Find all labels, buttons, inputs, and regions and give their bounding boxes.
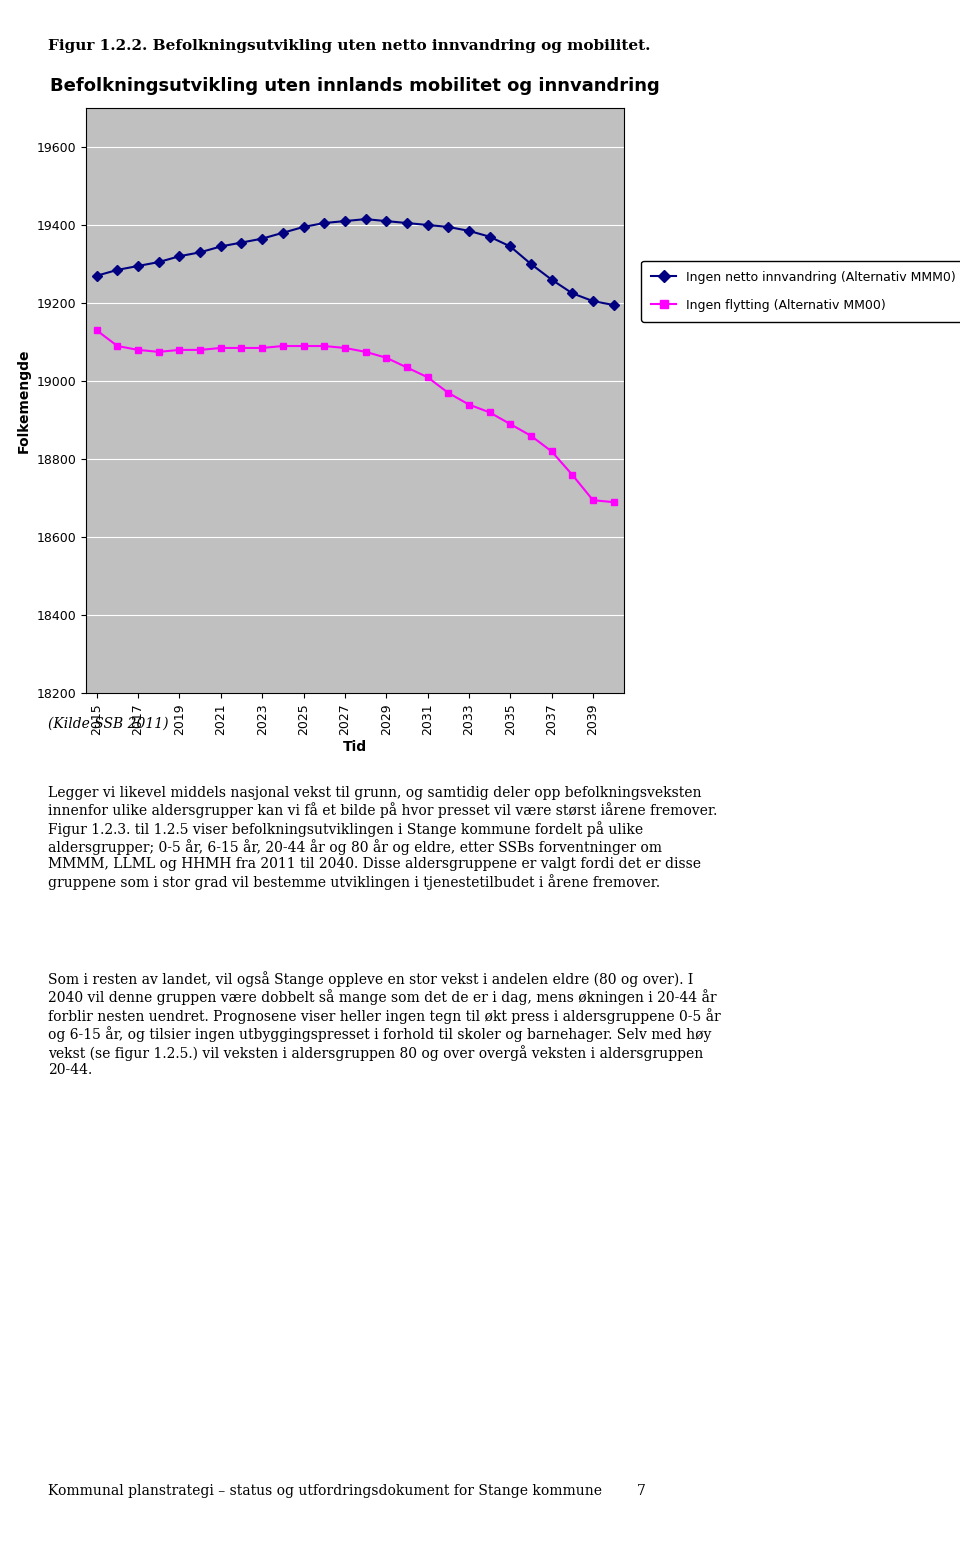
Ingen flytting (Alternativ MM00) — [236, 339, 248, 358]
Ingen flytting (Alternativ MM00) — [546, 442, 558, 461]
Ingen netto innvandring (Alternativ MMM0) — [380, 211, 392, 230]
Ingen flytting (Alternativ MM00) — [339, 339, 350, 358]
Text: Kommunal planstrategi – status og utfordringsdokument for Stange kommune        : Kommunal planstrategi – status og utford… — [48, 1484, 646, 1498]
Text: (Kilde SSB 2011): (Kilde SSB 2011) — [48, 717, 169, 730]
Line: Ingen flytting (Alternativ MM00): Ingen flytting (Alternativ MM00) — [93, 327, 617, 505]
Ingen netto innvandring (Alternativ MMM0) — [91, 267, 103, 285]
Ingen flytting (Alternativ MM00) — [215, 339, 227, 358]
Ingen netto innvandring (Alternativ MMM0) — [566, 284, 578, 302]
Ingen netto innvandring (Alternativ MMM0) — [215, 237, 227, 256]
Ingen flytting (Alternativ MM00) — [319, 337, 330, 356]
Ingen flytting (Alternativ MM00) — [298, 337, 309, 356]
Ingen flytting (Alternativ MM00) — [132, 341, 144, 359]
Ingen netto innvandring (Alternativ MMM0) — [463, 222, 474, 240]
Ingen netto innvandring (Alternativ MMM0) — [546, 270, 558, 288]
Ingen netto innvandring (Alternativ MMM0) — [505, 237, 516, 256]
Ingen flytting (Alternativ MM00) — [463, 396, 474, 415]
Text: Som i resten av landet, vil også Stange oppleve en stor vekst i andelen eldre (8: Som i resten av landet, vil også Stange … — [48, 971, 721, 1077]
Text: Figur 1.2.2. Befolkningsutvikling uten netto innvandring og mobilitet.: Figur 1.2.2. Befolkningsutvikling uten n… — [48, 39, 651, 52]
Ingen netto innvandring (Alternativ MMM0) — [588, 291, 599, 310]
Ingen flytting (Alternativ MM00) — [91, 321, 103, 339]
Legend: Ingen netto innvandring (Alternativ MMM0), Ingen flytting (Alternativ MM00): Ingen netto innvandring (Alternativ MMM0… — [641, 260, 960, 322]
Y-axis label: Folkemengde: Folkemengde — [17, 348, 32, 453]
Ingen netto innvandring (Alternativ MMM0) — [298, 217, 309, 236]
Ingen flytting (Alternativ MM00) — [174, 341, 185, 359]
Ingen netto innvandring (Alternativ MMM0) — [194, 243, 205, 262]
Ingen netto innvandring (Alternativ MMM0) — [111, 260, 123, 279]
Ingen netto innvandring (Alternativ MMM0) — [484, 228, 495, 247]
X-axis label: Tid: Tid — [343, 741, 368, 755]
Ingen netto innvandring (Alternativ MMM0) — [174, 247, 185, 265]
Ingen flytting (Alternativ MM00) — [421, 368, 433, 387]
Ingen netto innvandring (Alternativ MMM0) — [319, 214, 330, 233]
Ingen netto innvandring (Alternativ MMM0) — [608, 296, 619, 314]
Ingen flytting (Alternativ MM00) — [256, 339, 268, 358]
Ingen netto innvandring (Alternativ MMM0) — [277, 223, 289, 242]
Ingen netto innvandring (Alternativ MMM0) — [443, 217, 454, 236]
Title: Befolkningsutvikling uten innlands mobilitet og innvandring: Befolkningsutvikling uten innlands mobil… — [50, 77, 660, 96]
Ingen flytting (Alternativ MM00) — [111, 337, 123, 356]
Ingen netto innvandring (Alternativ MMM0) — [360, 210, 372, 228]
Ingen flytting (Alternativ MM00) — [608, 493, 619, 512]
Ingen flytting (Alternativ MM00) — [401, 358, 413, 376]
Text: Legger vi likevel middels nasjonal vekst til grunn, og samtidig deler opp befolk: Legger vi likevel middels nasjonal vekst… — [48, 786, 717, 889]
Ingen flytting (Alternativ MM00) — [277, 337, 289, 356]
Ingen netto innvandring (Alternativ MMM0) — [132, 257, 144, 276]
Ingen netto innvandring (Alternativ MMM0) — [525, 254, 537, 273]
Ingen netto innvandring (Alternativ MMM0) — [339, 211, 350, 230]
Ingen flytting (Alternativ MM00) — [505, 415, 516, 433]
Ingen flytting (Alternativ MM00) — [588, 492, 599, 510]
Ingen flytting (Alternativ MM00) — [443, 384, 454, 402]
Ingen flytting (Alternativ MM00) — [153, 342, 164, 361]
Ingen netto innvandring (Alternativ MMM0) — [153, 253, 164, 271]
Ingen flytting (Alternativ MM00) — [360, 342, 372, 361]
Ingen netto innvandring (Alternativ MMM0) — [421, 216, 433, 234]
Ingen flytting (Alternativ MM00) — [484, 404, 495, 422]
Ingen flytting (Alternativ MM00) — [380, 348, 392, 367]
Line: Ingen netto innvandring (Alternativ MMM0): Ingen netto innvandring (Alternativ MMM0… — [93, 216, 617, 308]
Ingen netto innvandring (Alternativ MMM0) — [236, 233, 248, 251]
Ingen netto innvandring (Alternativ MMM0) — [256, 230, 268, 248]
Ingen flytting (Alternativ MM00) — [194, 341, 205, 359]
Ingen flytting (Alternativ MM00) — [566, 465, 578, 484]
Ingen flytting (Alternativ MM00) — [525, 427, 537, 445]
Ingen netto innvandring (Alternativ MMM0) — [401, 214, 413, 233]
